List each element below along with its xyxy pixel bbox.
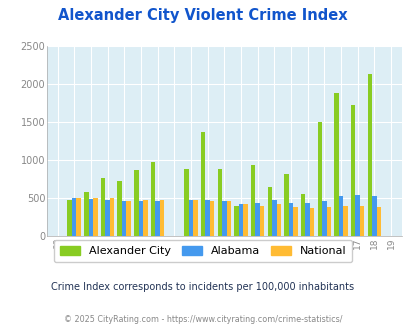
Bar xyxy=(222,201,226,236)
Bar xyxy=(271,200,276,236)
Bar xyxy=(243,205,247,236)
Bar xyxy=(67,200,72,236)
Bar xyxy=(217,169,222,236)
Bar xyxy=(317,122,321,236)
Bar xyxy=(321,201,326,236)
Bar xyxy=(333,93,338,236)
Bar xyxy=(234,206,238,236)
Bar xyxy=(134,170,139,236)
Bar xyxy=(276,205,280,236)
Bar xyxy=(305,203,309,236)
Bar xyxy=(371,196,376,236)
Bar xyxy=(367,74,371,236)
Bar xyxy=(292,207,297,236)
Bar xyxy=(76,198,81,236)
Bar xyxy=(238,205,243,236)
Bar xyxy=(139,201,143,236)
Bar xyxy=(188,200,193,236)
Bar xyxy=(126,201,131,236)
Bar xyxy=(160,200,164,236)
Bar xyxy=(93,198,97,236)
Text: Crime Index corresponds to incidents per 100,000 inhabitants: Crime Index corresponds to incidents per… xyxy=(51,282,354,292)
Bar xyxy=(343,206,347,236)
Bar xyxy=(359,206,364,236)
Text: Alexander City Violent Crime Index: Alexander City Violent Crime Index xyxy=(58,8,347,23)
Bar xyxy=(100,178,105,236)
Bar xyxy=(350,105,355,236)
Bar xyxy=(184,169,188,236)
Bar xyxy=(143,200,147,236)
Bar xyxy=(300,194,305,236)
Bar xyxy=(267,187,271,236)
Bar xyxy=(109,198,114,236)
Bar xyxy=(122,201,126,236)
Bar xyxy=(88,199,93,236)
Bar xyxy=(259,206,264,236)
Bar xyxy=(209,201,214,236)
Bar xyxy=(326,208,330,236)
Bar xyxy=(105,200,109,236)
Bar xyxy=(338,196,343,236)
Bar xyxy=(205,200,209,236)
Bar xyxy=(155,201,160,236)
Bar xyxy=(309,208,314,236)
Text: © 2025 CityRating.com - https://www.cityrating.com/crime-statistics/: © 2025 CityRating.com - https://www.city… xyxy=(64,315,341,324)
Bar xyxy=(284,175,288,236)
Bar xyxy=(355,195,359,236)
Bar xyxy=(72,198,76,236)
Bar xyxy=(250,165,255,236)
Legend: Alexander City, Alabama, National: Alexander City, Alabama, National xyxy=(54,240,351,262)
Bar xyxy=(193,200,197,236)
Bar xyxy=(288,203,292,236)
Bar xyxy=(226,201,230,236)
Bar xyxy=(84,192,88,236)
Bar xyxy=(151,162,155,236)
Bar xyxy=(200,132,205,236)
Bar xyxy=(376,208,380,236)
Bar xyxy=(117,181,121,236)
Bar xyxy=(255,203,259,236)
